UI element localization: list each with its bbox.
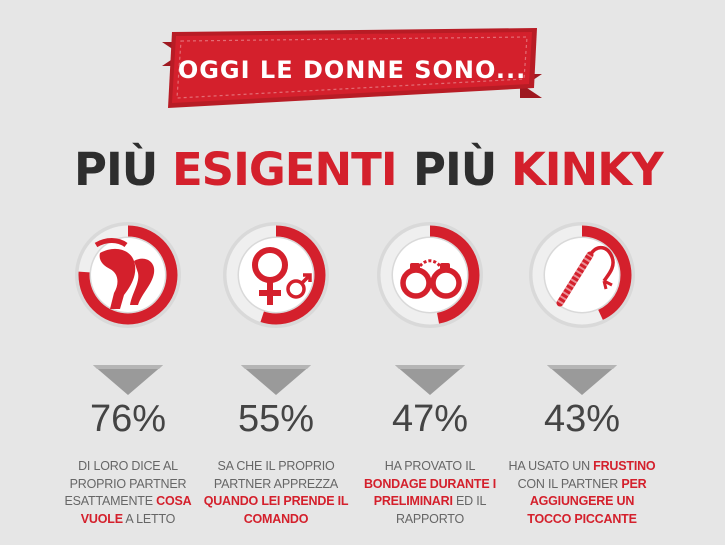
headline-prefix: PIÙ [413, 143, 497, 196]
stat-circle [75, 222, 181, 328]
stat-description: HA PROVATO IL BONDAGE DURANTE I PRELIMIN… [355, 458, 505, 528]
highlight-text: PER AGGIUNGERE UN TOCCO PICCANTE [527, 476, 647, 526]
highlight-text: COSA VUOLE [80, 494, 192, 526]
stat-percent: 43% [543, 398, 621, 440]
desc-text: SA CHE IL PROPRIO PARTNER APPREZZA [213, 459, 339, 491]
desc-text: CON IL PARTNER [517, 476, 622, 491]
stat-circle [377, 222, 483, 328]
title-banner: OGGI LE DONNE SONO... [162, 28, 542, 112]
down-arrow-icon [547, 365, 617, 397]
stat-percent: 76% [89, 398, 167, 440]
stat-circle [529, 222, 635, 328]
headline-prefix: PIÙ [74, 143, 158, 196]
headline-kinky: PIÙ KINKY [413, 143, 664, 203]
desc-text: DI LORO DICE AL PROPRIO PARTNER ESATTAME… [64, 459, 187, 508]
highlight-text: FRUSTINO [593, 459, 656, 473]
desc-text: ED IL RAPPORTO [395, 494, 487, 526]
desc-text: HA PROVATO IL [384, 459, 476, 473]
highlight-text: BONDAGE DURANTE I PRELIMINARI [363, 476, 497, 509]
desc-text: A LETTO [122, 511, 176, 526]
ribbon-shape [162, 28, 542, 108]
headline-esigenti: PIÙ ESIGENTI [74, 143, 398, 203]
stat-description: DI LORO DICE AL PROPRIO PARTNER ESATTAME… [53, 458, 203, 528]
banner-title: OGGI LE DONNE SONO... [177, 56, 527, 84]
down-arrow-icon [241, 365, 311, 397]
stat-percent: 55% [237, 398, 315, 440]
headline-accent: KINKY [510, 143, 664, 196]
whip-icon [556, 245, 615, 307]
stat-percent: 47% [391, 398, 469, 440]
desc-text: HA USATO UN [508, 459, 594, 473]
legs-icon [94, 238, 155, 309]
headline-accent: ESIGENTI [171, 143, 398, 196]
handcuffs-icon [400, 259, 462, 299]
highlight-text: QUANDO LEI PRENDE IL COMANDO [203, 494, 349, 526]
down-arrow-icon [395, 365, 465, 397]
stat-circle [223, 222, 329, 328]
stat-description: SA CHE IL PROPRIO PARTNER APPREZZA QUAND… [201, 458, 351, 528]
stat-description: HA USATO UN FRUSTINO CON IL PARTNER PER … [507, 458, 657, 528]
gender-symbols-icon [252, 247, 312, 305]
down-arrow-icon [93, 365, 163, 397]
